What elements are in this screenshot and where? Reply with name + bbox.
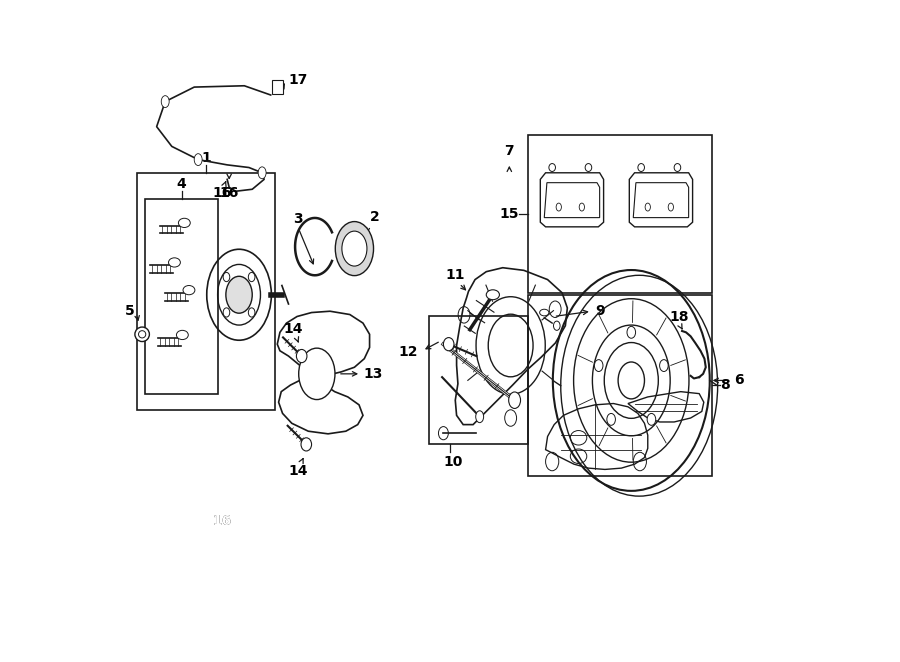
Ellipse shape — [223, 273, 230, 281]
Ellipse shape — [342, 231, 367, 266]
Ellipse shape — [223, 308, 230, 317]
Text: 4: 4 — [176, 177, 186, 191]
Ellipse shape — [248, 308, 255, 317]
Ellipse shape — [476, 410, 483, 422]
Ellipse shape — [296, 350, 307, 363]
Text: 14: 14 — [289, 464, 308, 478]
Ellipse shape — [540, 309, 549, 316]
Text: 11: 11 — [446, 267, 465, 281]
Text: 1: 1 — [202, 151, 211, 165]
Ellipse shape — [438, 426, 448, 440]
Ellipse shape — [444, 338, 454, 351]
Text: 16: 16 — [213, 514, 232, 528]
Ellipse shape — [194, 154, 202, 166]
Text: 8: 8 — [720, 378, 730, 392]
Text: 16: 16 — [213, 514, 232, 528]
Text: 15: 15 — [500, 207, 519, 220]
Ellipse shape — [135, 327, 149, 342]
Text: 6: 6 — [734, 373, 743, 387]
Ellipse shape — [301, 438, 311, 451]
Ellipse shape — [176, 330, 188, 340]
Text: 2: 2 — [370, 211, 379, 224]
Ellipse shape — [161, 95, 169, 107]
Ellipse shape — [647, 414, 656, 425]
Ellipse shape — [168, 258, 180, 267]
Ellipse shape — [336, 222, 374, 275]
Ellipse shape — [627, 326, 635, 338]
Ellipse shape — [299, 348, 335, 400]
Text: 16: 16 — [213, 186, 232, 200]
Text: 14: 14 — [284, 322, 303, 336]
Text: 18: 18 — [670, 310, 689, 324]
Text: 17: 17 — [289, 73, 308, 87]
Text: 13: 13 — [363, 367, 382, 381]
Text: 12: 12 — [399, 345, 418, 359]
Text: 7: 7 — [505, 144, 514, 158]
Text: 5: 5 — [125, 305, 135, 318]
Text: 10: 10 — [444, 455, 463, 469]
Ellipse shape — [660, 359, 668, 371]
Ellipse shape — [486, 290, 500, 300]
Ellipse shape — [554, 321, 560, 330]
Ellipse shape — [226, 276, 252, 313]
Ellipse shape — [183, 285, 195, 295]
Ellipse shape — [618, 362, 644, 399]
Text: 9: 9 — [595, 305, 605, 318]
Ellipse shape — [258, 167, 266, 179]
Ellipse shape — [607, 414, 616, 425]
Text: 16: 16 — [220, 186, 238, 200]
Polygon shape — [272, 81, 283, 94]
Text: 3: 3 — [293, 212, 303, 226]
Ellipse shape — [508, 392, 520, 408]
Ellipse shape — [594, 359, 603, 371]
Ellipse shape — [248, 273, 255, 281]
Ellipse shape — [178, 218, 190, 228]
